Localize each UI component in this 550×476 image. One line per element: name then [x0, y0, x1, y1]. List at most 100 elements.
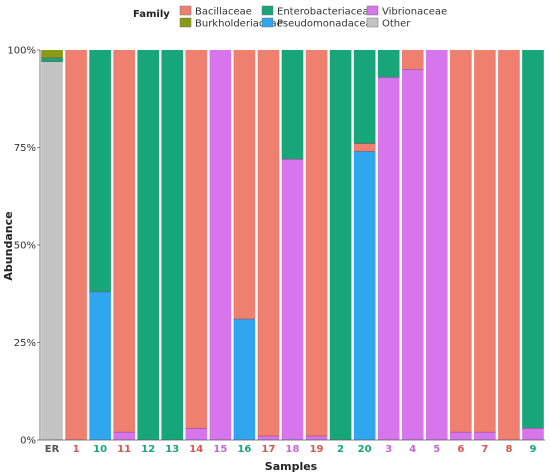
bar-stack-7	[474, 50, 496, 440]
bar-segment-enterobacteriaceae	[522, 50, 544, 429]
y-tick-label: 75%	[14, 143, 36, 154]
x-tick-label-16: 16	[237, 444, 251, 455]
x-tick-label-5: 5	[433, 444, 440, 455]
bar-segment-enterobacteriaceae	[377, 50, 400, 78]
bar-segment-vibrionaceae	[185, 428, 208, 440]
y-tick-label: 100%	[7, 46, 36, 57]
bar-segment-enterobacteriaceae	[161, 50, 184, 440]
bar-segment-bacillaceae	[450, 50, 472, 433]
bar-segment-bacillaceae	[353, 143, 376, 152]
bar-stack-19	[305, 50, 328, 440]
bar-stack-13	[161, 50, 184, 440]
y-tick-label: 50%	[14, 241, 36, 252]
bar-stack-11	[113, 50, 135, 440]
bar-segment-bacillaceae	[474, 50, 496, 433]
x-axis-title: Samples	[265, 460, 318, 473]
bar-segment-bacillaceae	[257, 50, 280, 437]
legend-swatch-pseudomonadaceae	[261, 17, 274, 28]
x-tick-label-11: 11	[117, 444, 131, 455]
bar-segment-burkholderiaceae	[41, 50, 63, 58]
x-tick-label-3: 3	[385, 444, 392, 455]
x-tick-label-er: ER	[45, 444, 60, 455]
x-axis: ER 1 10 11 12 13 14 15 16 17 18 19 2 20 3 4 5 6 7 8 9	[40, 439, 545, 455]
bar-segment-bacillaceae	[401, 50, 424, 70]
bar-stack-18	[281, 50, 304, 440]
bar-stack-3	[377, 50, 400, 441]
bar-segment-enterobacteriaceae	[329, 50, 352, 440]
bar-segment-bacillaceae	[233, 50, 256, 320]
bar-segment-vibrionaceae	[401, 69, 424, 440]
x-tick-label-15: 15	[213, 444, 227, 455]
bar-segment-vibrionaceae	[377, 77, 400, 441]
x-tick-label-12: 12	[141, 444, 155, 455]
bar-segment-vibrionaceae	[474, 432, 496, 440]
legend-swatch-bacillaceae	[179, 5, 192, 16]
bar-segment-other	[41, 61, 63, 440]
bar-stack-6	[450, 50, 472, 440]
x-tick-label-9: 9	[529, 444, 536, 455]
bar-segment-pseudomonadaceae	[89, 291, 111, 440]
x-tick-label-19: 19	[310, 444, 324, 455]
bar-stack-9	[522, 50, 544, 440]
bar-segment-vibrionaceae	[522, 428, 544, 440]
bar-segment-enterobacteriaceae	[353, 50, 376, 144]
x-tick-label-1: 1	[73, 444, 80, 455]
bar-segment-vibrionaceae	[281, 159, 304, 440]
bar-segment-vibrionaceae	[305, 436, 328, 440]
legend-swatch-enterobacteriaceae	[261, 5, 274, 16]
x-tick-label-17: 17	[261, 444, 275, 455]
bar-stack-er	[41, 50, 63, 440]
x-tick-label-18: 18	[286, 444, 300, 455]
bar-segment-bacillaceae	[305, 50, 328, 437]
bar-stack-15	[209, 50, 232, 440]
bar-segment-vibrionaceae	[257, 436, 280, 440]
bar-stack-20	[353, 50, 376, 440]
bar-stack-10	[89, 50, 111, 440]
legend-label-pseudomonadaceae: Pseudomonadaceae	[277, 19, 378, 30]
bar-segment-enterobacteriaceae	[281, 50, 304, 160]
bar-segment-vibrionaceae	[425, 50, 448, 440]
bar-stack-17	[257, 50, 280, 440]
bar-segment-vibrionaceae	[450, 432, 472, 440]
bar-segment-enterobacteriaceae	[41, 57, 63, 62]
x-tick-label-8: 8	[505, 444, 512, 455]
bar-stack-16	[233, 50, 256, 440]
legend-item-pseudomonadaceae: Pseudomonadaceae	[261, 17, 378, 30]
legend-label-vibrionaceae: Vibrionaceae	[382, 7, 447, 18]
bar-stack-2	[329, 50, 352, 440]
bar-stack-14	[185, 50, 208, 440]
x-tick-label-13: 13	[165, 444, 179, 455]
bar-stack-8	[498, 50, 520, 440]
bar-segment-bacillaceae	[113, 50, 135, 433]
bar-segment-enterobacteriaceae	[137, 50, 160, 440]
legend: Family BacillaceaeBurkholderiaceaeEntero…	[133, 5, 447, 30]
bar-segment-bacillaceae	[498, 50, 520, 440]
bar-segment-bacillaceae	[65, 50, 87, 440]
bar-segment-vibrionaceae	[113, 432, 135, 440]
x-tick-label-2: 2	[337, 444, 344, 455]
plot-area	[41, 50, 544, 441]
y-axis: 0% 25% 50% 75% 100%	[7, 46, 41, 447]
bar-segment-vibrionaceae	[209, 50, 232, 440]
legend-label-burkholderiaceae: Burkholderiaceae	[195, 19, 283, 30]
legend-item-enterobacteriaceae: Enterobacteriaceae	[261, 5, 375, 18]
x-tick-label-10: 10	[93, 444, 107, 455]
x-tick-label-7: 7	[481, 444, 488, 455]
legend-item-bacillaceae: Bacillaceae	[179, 5, 252, 18]
bar-stack-4	[401, 50, 424, 440]
bar-stack-5	[425, 50, 448, 440]
x-tick-label-20: 20	[358, 444, 372, 455]
legend-swatch-other	[366, 17, 379, 28]
legend-item-vibrionaceae: Vibrionaceae	[366, 5, 447, 18]
x-tick-label-6: 6	[457, 444, 464, 455]
legend-item-burkholderiaceae: Burkholderiaceae	[179, 17, 283, 30]
legend-swatch-burkholderiaceae	[179, 17, 192, 28]
y-tick-label: 25%	[14, 338, 36, 349]
bar-segment-bacillaceae	[185, 50, 208, 429]
bar-stack-1	[65, 50, 87, 440]
legend-label-bacillaceae: Bacillaceae	[195, 7, 252, 18]
bar-segment-enterobacteriaceae	[89, 50, 111, 292]
legend-label-other: Other	[382, 19, 411, 30]
legend-item-other: Other	[366, 17, 411, 30]
